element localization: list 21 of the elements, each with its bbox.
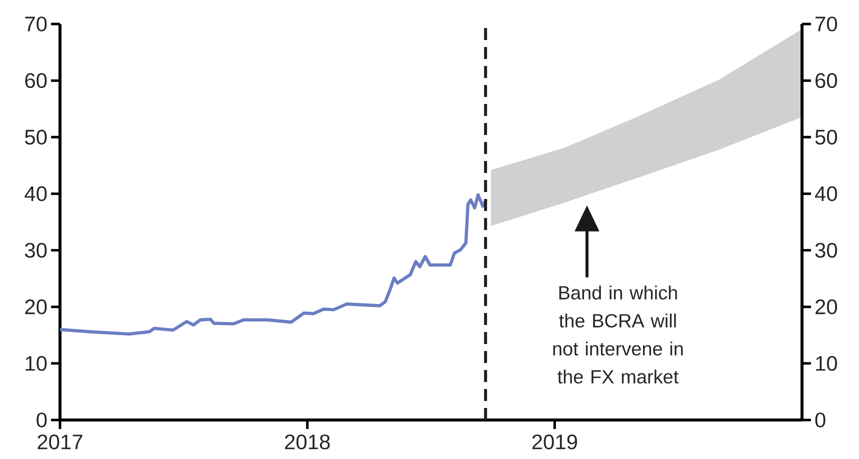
y2-tick-label: 60 (816, 73, 838, 88)
y-tick-label: 40 (24, 186, 47, 202)
y-tick-label: 10 (26, 356, 47, 371)
annotation: Band in which the BCRA will not intervene in the FX market (553, 286, 683, 384)
y2-tick-label: 40 (814, 186, 838, 202)
x-tick-label: 2019 (532, 434, 578, 450)
y-tick-label: 0 (36, 412, 47, 428)
y2-tick-label: 10 (816, 356, 838, 371)
y-tick-label: 50 (25, 130, 47, 145)
y2-tick-label: 0 (815, 412, 826, 428)
y-tick-label: 70 (25, 16, 47, 32)
y-tick-label: 20 (25, 299, 47, 314)
line-series (60, 193, 488, 336)
y-tick-label: 60 (25, 73, 47, 88)
y2-tick-label: 30 (815, 242, 838, 258)
x-tick-label: 2018 (285, 434, 330, 450)
x-tick-label: 2017 (38, 434, 82, 450)
y2-tick-label: 50 (815, 130, 838, 145)
y-tick-label: 30 (24, 242, 47, 258)
y2-tick-label: 20 (816, 299, 838, 314)
y2-tick-label: 70 (816, 16, 838, 32)
